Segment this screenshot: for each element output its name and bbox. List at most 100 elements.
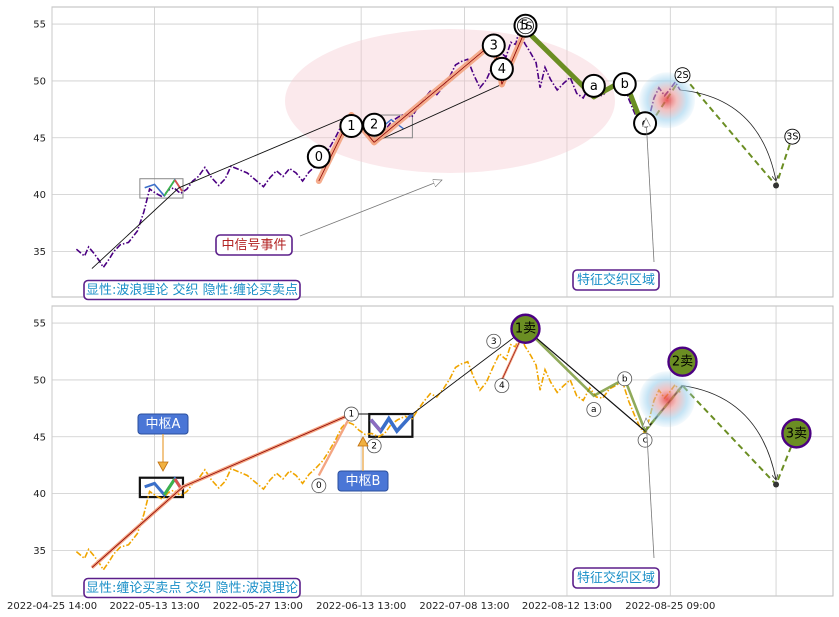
small-wave-4-ring (494, 378, 510, 394)
wave-c-label: c (641, 116, 648, 131)
wave-0-ring (306, 144, 331, 169)
wave-5-label: 5 (520, 19, 528, 34)
wave-a-label: a (590, 79, 598, 94)
small-wave-a-label: a (591, 405, 597, 415)
y-tick-label: 45 (33, 432, 46, 443)
minor-zigzag-a-up (163, 179, 176, 197)
mid-signal-arrow (299, 180, 442, 237)
y-tick-label: 50 (33, 375, 46, 386)
small-wave-c-ring (637, 432, 653, 448)
projection-target-dot (773, 182, 780, 189)
mid-signal-event-label: 中信号事件 (221, 238, 286, 253)
y-tick-label: 35 (33, 247, 46, 258)
small-wave-b-ring (617, 371, 633, 387)
feature-zone-arrow-bottom (646, 418, 655, 559)
bottom-y-axis: 35 40 45 50 55 (33, 319, 46, 557)
top-grid (51, 7, 833, 297)
wave-0-label: 0 (315, 150, 323, 165)
wave-b-ring (612, 72, 637, 97)
y-tick-label: 55 (33, 20, 46, 31)
x-tick-label: 2022-08-25 09:00 (625, 601, 715, 612)
top-plot-area (51, 6, 834, 298)
bottom-legend-text-box (83, 577, 301, 599)
bottom-wave-01 (317, 413, 353, 477)
feature-zone-label-top-box (572, 269, 660, 291)
wave-2S-label: 2S (676, 70, 688, 81)
x-tick-label: 2022-05-27 13:00 (213, 601, 303, 612)
price-series-line (75, 24, 681, 269)
wave-1S-ring (517, 17, 534, 35)
small-wave-c-label: c (643, 436, 648, 446)
x-tick-label: 2022-05-13 13:00 (109, 601, 199, 612)
sell-signal-2-label: 2卖 (672, 355, 693, 370)
y-tick-label: 45 (33, 133, 46, 144)
top-chart-panel: 35 40 45 50 55 0 1 2 34 a b c 2S 3S 51S 中信号事件特征交织区域显性:… (33, 6, 834, 301)
y-tick-label: 40 (33, 489, 46, 500)
minor-zigzag-a-down (174, 179, 183, 192)
small-wave-b-label: b (622, 374, 628, 384)
bottom-plot-area (51, 305, 834, 597)
y-tick-label: 40 (33, 190, 46, 201)
feature-zone-label-bottom-box (572, 567, 660, 589)
feature-zone-label-bottom: 特征交织区域 (577, 570, 655, 586)
small-wave-4-label: 4 (499, 381, 505, 391)
sell-signal-3-label: 3卖 (786, 426, 807, 441)
y-tick-label: 55 (33, 319, 46, 330)
small-wave-2-label: 2 (371, 441, 377, 451)
wave-4-label: 4 (498, 62, 506, 77)
zhongshu-a-up (163, 478, 177, 496)
x-tick-label: 2022-08-12 13:00 (522, 601, 612, 612)
x-tick-label: 2022-04-25 14:00 (7, 601, 97, 612)
sell-signal-2-marker (667, 346, 698, 377)
zhongshu-a-pointer-head (157, 461, 169, 472)
small-wave-1-label: 1 (349, 410, 355, 420)
top-y-axis: 35 40 45 50 55 (33, 20, 46, 258)
zhongshu-a-label: 中枢A (146, 417, 181, 432)
wave-1S-label: 1S (518, 20, 532, 33)
wave-1-label: 1 (347, 119, 355, 134)
small-wave-0-ring (311, 478, 327, 494)
projection-arrow (680, 89, 776, 181)
feature-zone-arrow-top (646, 118, 655, 263)
bottom-legend-text: 显性:缠论买卖点 交织 隐性:波浪理论 (86, 580, 298, 596)
mid-signal-event-label-box (215, 234, 293, 256)
bottom-projection (644, 384, 798, 487)
wave-b-label: b (621, 77, 629, 92)
zhongshu-b-seg (369, 418, 382, 433)
impulse-segment-core (373, 41, 495, 143)
small-wave-0-label: 0 (316, 481, 322, 491)
wave-4-ring (489, 56, 514, 81)
top-legend-text: 显性:波浪理论 交织 隐性:缠论买卖点 (86, 282, 298, 298)
top-legend-text-box (83, 279, 301, 301)
zhongshu-b-label: 中枢B (346, 474, 381, 489)
wave-3S-label: 3S (786, 132, 798, 143)
bottom-target-dot (773, 481, 780, 488)
feature-interweave-zone-bottom (639, 371, 696, 428)
y-tick-label: 50 (33, 76, 46, 87)
x-tick-label: 2022-07-08 13:00 (419, 601, 509, 612)
wave-a-ring (581, 73, 606, 98)
bottom-impulse-a-core (91, 413, 352, 568)
minor-range-box-a (139, 178, 184, 199)
wave-3-ring (481, 33, 506, 58)
x-tick-label: 2022-06-13 13:00 (316, 601, 406, 612)
small-wave-3-label: 3 (491, 337, 497, 347)
wave-3-label: 3 (490, 39, 498, 54)
wave-2-ring (362, 112, 387, 137)
wave-2-label: 2 (370, 118, 378, 133)
small-wave-a-ring (586, 402, 602, 417)
bottom-projection-arrow (682, 385, 776, 480)
x-axis: 2022-04-25 14:00 2022-05-13 13:00 2022-05-… (7, 601, 715, 612)
zhongshu-b-pointer-head (357, 436, 369, 447)
bottom-chart-panel: 35 40 45 50 55 0 1 2 3 4 a b c 1卖 2卖 3卖 中枢A 中枢B 特征交织区域显性:… (33, 305, 834, 599)
bottom-structure (351, 328, 526, 415)
small-wave-1-ring (343, 406, 359, 422)
y-tick-label: 35 (33, 546, 46, 557)
feature-zone-label-top: 特征交织区域 (577, 272, 655, 288)
sell-signal-3-marker (781, 418, 812, 449)
small-wave-3-ring (486, 333, 502, 349)
wave-2S-ring (674, 67, 691, 84)
